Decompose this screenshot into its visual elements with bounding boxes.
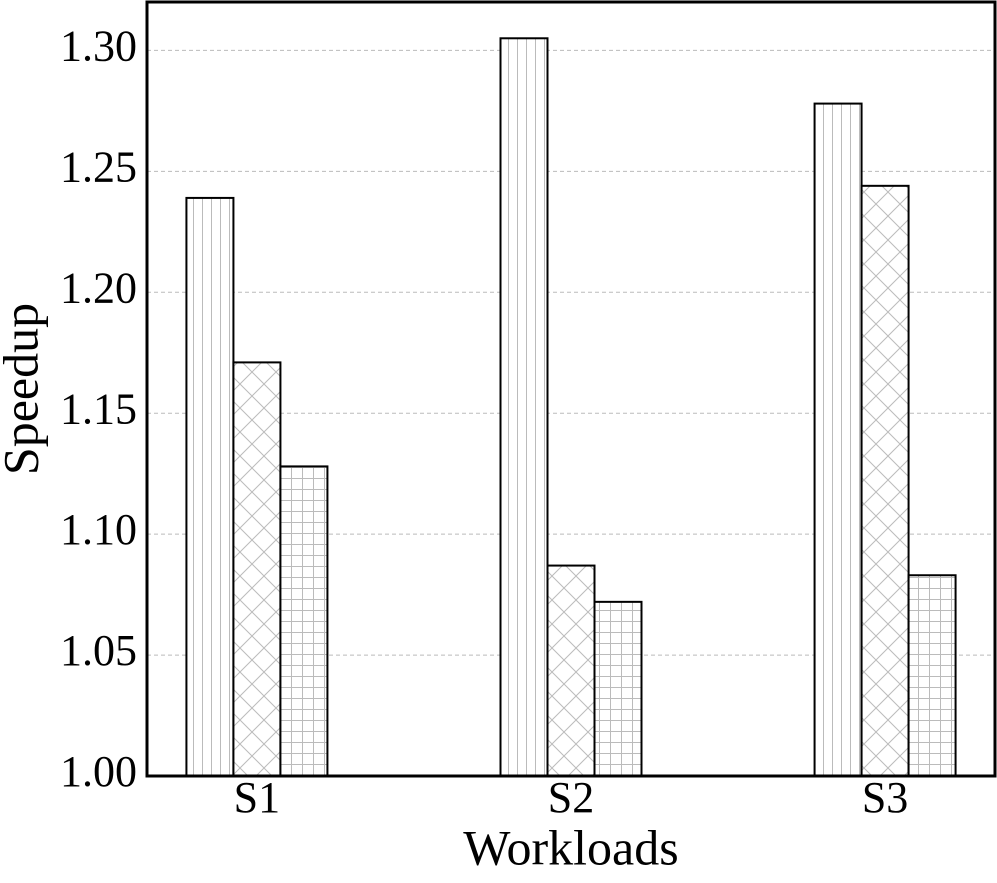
bar <box>546 564 596 777</box>
y-tick-label: 1.10 <box>60 505 137 554</box>
x-tick-label: S3 <box>862 773 908 822</box>
bar <box>860 184 910 777</box>
x-tick-label: S1 <box>234 773 280 822</box>
y-tick-label: 1.15 <box>60 384 137 433</box>
y-tick-label: 1.25 <box>60 142 137 191</box>
x-tick-label: S2 <box>548 773 594 822</box>
bar <box>593 600 643 777</box>
bar <box>279 465 329 777</box>
y-tick-label: 1.30 <box>60 21 137 70</box>
plot-frame <box>145 0 997 778</box>
bar <box>813 102 863 777</box>
y-tick-label: 1.05 <box>60 626 137 675</box>
bar <box>907 574 957 778</box>
x-axis-label: Workloads <box>463 819 678 875</box>
y-tick-label: 1.00 <box>60 747 137 796</box>
y-tick-label: 1.20 <box>60 263 137 312</box>
y-axis-label: Speedup <box>0 303 48 475</box>
bars <box>185 37 957 778</box>
bar <box>232 361 282 777</box>
bar <box>185 196 235 777</box>
bar <box>499 37 549 777</box>
